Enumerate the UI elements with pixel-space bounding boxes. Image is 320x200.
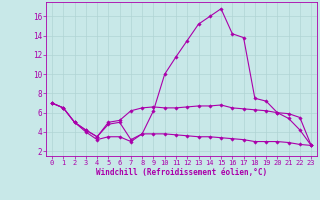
X-axis label: Windchill (Refroidissement éolien,°C): Windchill (Refroidissement éolien,°C) xyxy=(96,168,267,177)
